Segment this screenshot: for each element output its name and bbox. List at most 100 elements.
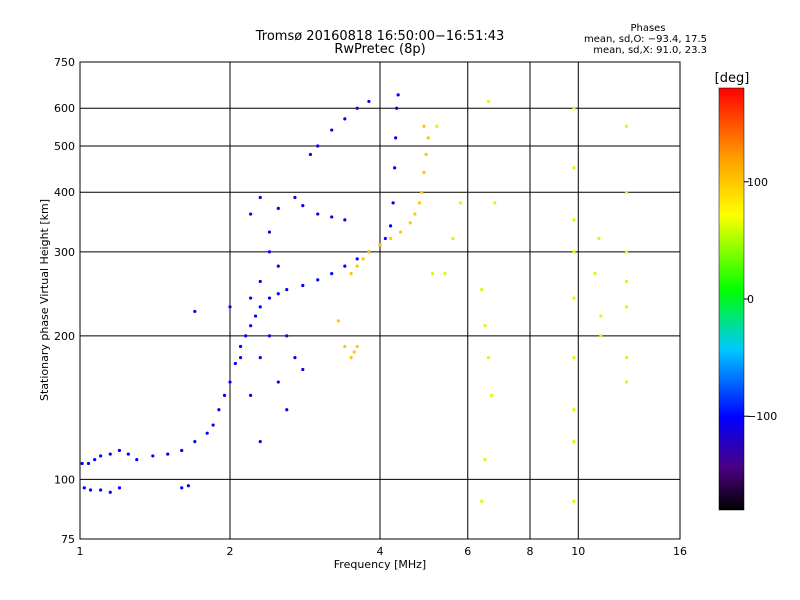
y-tick-label: 600 (54, 102, 75, 115)
data-points (80, 93, 629, 503)
data-point (355, 344, 359, 349)
data-point (233, 361, 237, 366)
data-point (276, 206, 280, 210)
y-tick-label: 400 (54, 186, 75, 199)
data-point (490, 393, 494, 398)
data-point (82, 486, 86, 490)
data-point (258, 279, 262, 284)
data-point (244, 334, 248, 338)
data-point (458, 201, 463, 205)
x-tick-labels: 1 2 4 6 8 10 16 (77, 545, 688, 558)
colorbar-ticks: 100 0 −100 (744, 176, 777, 423)
data-point (624, 279, 629, 284)
data-point (258, 440, 262, 444)
data-point (285, 287, 289, 292)
data-point (426, 136, 430, 140)
x-tick-label: 16 (673, 545, 687, 558)
data-point (572, 408, 576, 412)
data-point (186, 484, 190, 488)
plot-area (79, 61, 681, 540)
x-tick-label: 6 (464, 545, 471, 558)
data-point (267, 250, 272, 254)
data-point (393, 166, 397, 170)
data-point (388, 224, 393, 228)
data-point (367, 250, 371, 254)
data-point (572, 218, 576, 222)
data-point (408, 221, 412, 225)
phases-heading: Phases (630, 23, 665, 34)
data-point (316, 144, 320, 148)
data-point (336, 319, 340, 323)
data-point (352, 350, 356, 354)
data-point (330, 272, 334, 276)
data-point (293, 356, 297, 360)
data-point (99, 488, 103, 492)
data-point (249, 393, 253, 398)
y-tick-label: 200 (54, 330, 75, 343)
data-point (443, 272, 447, 276)
data-point (258, 356, 262, 360)
data-point (249, 212, 253, 216)
data-point (597, 236, 601, 241)
data-point (343, 218, 347, 222)
y-tick-label: 500 (54, 140, 75, 153)
data-point (99, 454, 103, 458)
data-point (301, 203, 305, 208)
data-point (599, 314, 603, 318)
data-point (285, 408, 289, 412)
y-axis-label: Stationary phase Virtual Height [km] (38, 199, 51, 401)
data-point (420, 190, 424, 194)
data-point (126, 452, 130, 456)
data-point (349, 272, 353, 276)
data-point (480, 287, 484, 292)
data-point (572, 250, 576, 254)
chart-title: Tromsø 20160818 16:50:00−16:51:43 (255, 29, 505, 44)
data-point (394, 136, 398, 140)
data-point (383, 236, 387, 241)
data-point (355, 257, 359, 261)
data-point (451, 236, 455, 241)
data-point (572, 356, 576, 360)
data-point (355, 106, 359, 110)
data-point (276, 264, 280, 268)
y-tick-label: 100 (54, 473, 75, 486)
data-point (572, 440, 576, 444)
y-tick-label: 300 (54, 246, 75, 259)
data-point (343, 344, 347, 349)
data-point (424, 152, 428, 157)
x-tick-label: 1 (77, 545, 84, 558)
data-point (572, 166, 576, 170)
data-point (205, 431, 209, 435)
data-point (624, 190, 629, 194)
data-point (330, 215, 334, 219)
data-point (593, 272, 597, 276)
data-point (483, 324, 487, 328)
data-point (228, 380, 232, 384)
data-point (88, 488, 93, 492)
data-point (572, 106, 576, 110)
data-point (417, 201, 422, 205)
data-point (343, 117, 347, 121)
data-point (308, 152, 313, 157)
data-point (80, 461, 84, 466)
x-tick-label: 2 (227, 545, 234, 558)
data-point (285, 334, 289, 338)
data-point (222, 393, 227, 398)
colorbar-tick-label: 0 (747, 293, 754, 306)
data-point (399, 230, 403, 234)
data-point (624, 380, 629, 384)
data-point (267, 230, 272, 234)
data-point (624, 124, 629, 128)
data-point (135, 458, 139, 462)
data-point (361, 257, 365, 261)
data-point (396, 93, 400, 97)
colorbar-label: [deg] (715, 71, 750, 86)
data-point (367, 99, 371, 104)
data-point (267, 334, 272, 338)
data-point (422, 170, 426, 175)
data-point (249, 296, 253, 300)
data-point (422, 124, 426, 128)
data-point (395, 106, 399, 110)
data-point (330, 128, 334, 132)
data-point (293, 195, 297, 200)
